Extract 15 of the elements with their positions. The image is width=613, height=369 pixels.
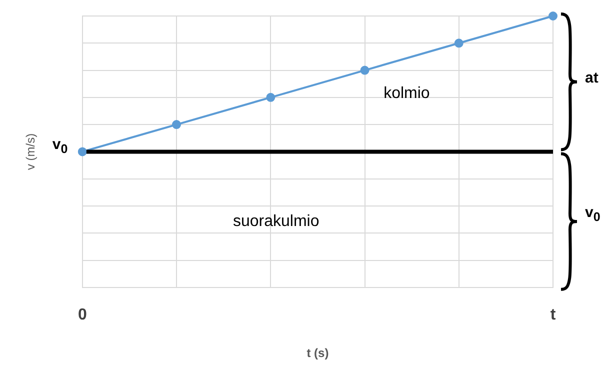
text: v$_{0}$ [52, 136, 68, 156]
point [172, 120, 182, 130]
x-tick-label: 0 [78, 306, 87, 324]
point [78, 147, 87, 156]
annotation: suorakulmio [232, 212, 320, 231]
x-axis-title: t (s) [306, 346, 329, 360]
point [266, 92, 276, 102]
point [454, 38, 464, 48]
text: at [585, 69, 598, 86]
point [360, 66, 370, 75]
y-axis-title: v (m/s) [24, 133, 38, 170]
annotation: kolmio [384, 84, 430, 103]
point [548, 12, 558, 20]
x-tick-label: t [550, 306, 556, 324]
text: v$_{0}$ [585, 204, 600, 224]
